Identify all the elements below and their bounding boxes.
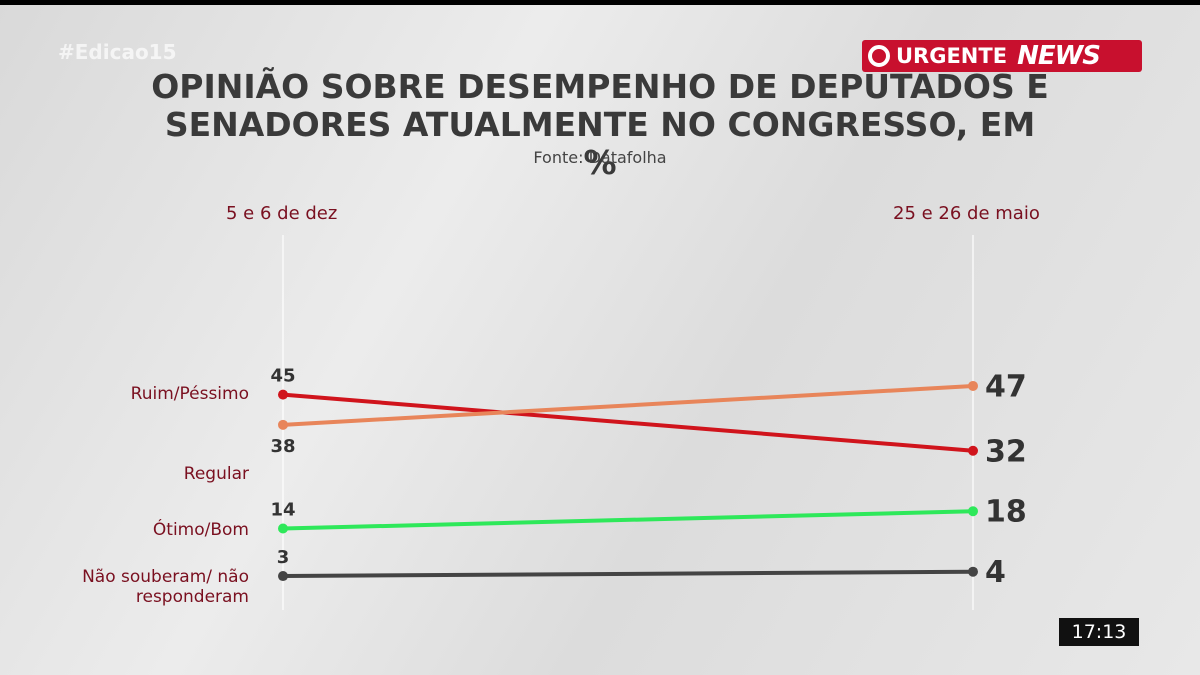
logo-news: NEWS xyxy=(1017,41,1101,71)
series-name: Ruim/Péssimo xyxy=(130,383,249,404)
point xyxy=(278,523,288,534)
value-label: 4 xyxy=(985,555,1006,590)
clock: 17:13 xyxy=(1059,618,1139,646)
series-line xyxy=(282,509,974,531)
x-label: 25 e 26 de maio xyxy=(893,203,1040,224)
value-label: 14 xyxy=(270,500,295,521)
point xyxy=(968,380,978,391)
value-label: 45 xyxy=(270,366,295,387)
value-label: 32 xyxy=(985,434,1027,469)
series-name: Ótimo/Bom xyxy=(152,519,249,540)
top-bar xyxy=(0,0,1200,5)
logo-icon xyxy=(868,45,890,67)
point xyxy=(968,566,978,577)
point xyxy=(278,571,288,582)
x-label: 5 e 6 de dez xyxy=(226,203,338,224)
point xyxy=(968,445,978,456)
logo: URGENTE NEWS xyxy=(862,40,1142,72)
series-line xyxy=(282,569,974,579)
value-label: 38 xyxy=(270,436,295,457)
logo-urgent: URGENTE xyxy=(896,44,1008,68)
watermark: #Edicao15 xyxy=(58,40,177,64)
chart-subtitle: Fonte: Datafolha xyxy=(533,148,667,167)
point xyxy=(278,419,288,430)
series-line xyxy=(282,392,974,453)
series-name: Regular xyxy=(183,463,249,484)
point xyxy=(968,506,978,517)
point xyxy=(278,389,288,400)
chart-title: OPINIÃO SOBRE DESEMPENHO DE DEPUTADOS E … xyxy=(151,67,1049,182)
value-label: 47 xyxy=(985,369,1027,404)
series-name: Não souberam/ não responderam xyxy=(82,567,249,608)
value-label: 18 xyxy=(985,495,1027,530)
value-label: 3 xyxy=(277,547,290,568)
series-line xyxy=(282,383,974,427)
